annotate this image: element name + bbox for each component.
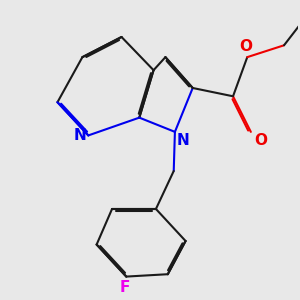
Text: N: N <box>73 128 86 143</box>
Text: F: F <box>120 280 130 295</box>
Text: O: O <box>239 39 252 54</box>
Text: O: O <box>254 134 267 148</box>
Text: N: N <box>176 134 189 148</box>
